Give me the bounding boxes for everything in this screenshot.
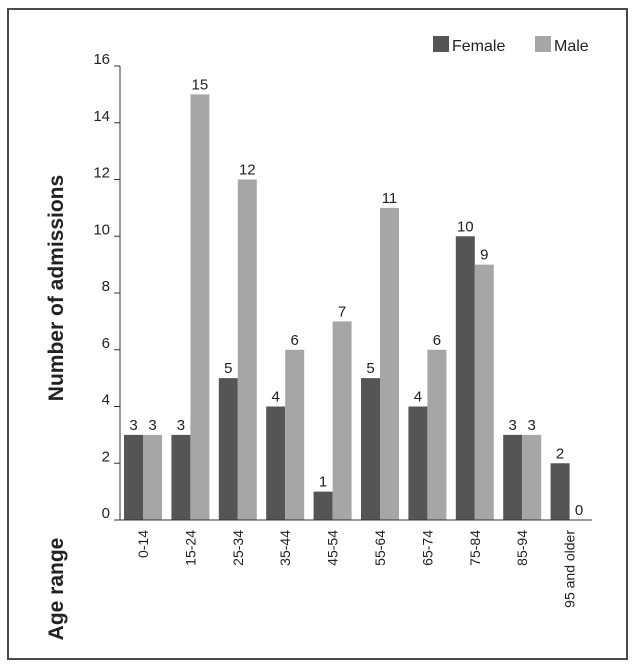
- data-label-male: 6: [291, 332, 299, 349]
- x-tick-label: 75-84: [467, 530, 483, 566]
- x-tick-label: 45-54: [325, 530, 341, 566]
- bar-male: [474, 264, 494, 520]
- data-label-female: 4: [272, 389, 280, 406]
- bar-female: [124, 434, 143, 520]
- data-label-male: 9: [480, 247, 488, 264]
- y-tick-label: 2: [102, 448, 110, 465]
- y-tick-label: 6: [102, 335, 110, 352]
- bar-male: [143, 434, 162, 520]
- x-tick-label: 25-34: [230, 530, 246, 566]
- legend-swatch-male: [535, 36, 551, 52]
- bar-female: [266, 406, 286, 520]
- data-label-male: 7: [338, 303, 346, 320]
- data-label-female: 10: [457, 218, 474, 235]
- bar-female: [313, 491, 333, 520]
- data-label-female: 3: [177, 417, 185, 434]
- x-axis-title: Age range: [45, 538, 68, 641]
- x-tick-label: 15-24: [182, 530, 198, 566]
- chart-frame: [7, 8, 628, 660]
- x-tick-label: 0-14: [135, 530, 151, 558]
- data-label-female: 4: [414, 389, 422, 406]
- y-tick-label: 10: [93, 221, 110, 238]
- bar-male: [285, 349, 305, 520]
- bar-male: [237, 179, 257, 520]
- data-label-female: 2: [556, 445, 564, 462]
- y-tick-label: 12: [93, 165, 110, 182]
- data-label-female: 1: [319, 474, 327, 491]
- data-label-male: 11: [382, 190, 398, 207]
- bar-female: [503, 434, 523, 520]
- bar-male: [332, 321, 352, 520]
- x-tick-label: 35-44: [277, 530, 293, 566]
- legend: Female Male: [433, 36, 589, 55]
- x-tick-label: 85-94: [514, 530, 530, 566]
- y-axis: 0 2 4 6 8 10 12 14 16: [93, 51, 121, 522]
- data-label-male: 6: [433, 332, 441, 349]
- y-axis-title: Number of admissions: [45, 175, 68, 401]
- data-label-female: 3: [129, 417, 137, 434]
- bar-female: [218, 378, 238, 520]
- legend-swatch-female: [433, 36, 449, 52]
- bar-female: [171, 434, 191, 520]
- legend-label-male: Male: [554, 38, 589, 55]
- bar-female: [550, 463, 570, 520]
- bar-male: [427, 349, 447, 520]
- bar-male: [190, 94, 210, 520]
- data-label-male: 3: [148, 417, 156, 434]
- data-label-male: 15: [192, 76, 209, 93]
- data-label-female: 5: [366, 360, 374, 377]
- x-tick-label: 55-64: [372, 530, 388, 566]
- bar-female: [361, 378, 380, 520]
- data-label-male: 12: [239, 162, 256, 179]
- data-label-female: 3: [509, 417, 517, 434]
- data-label-male: 0: [575, 502, 583, 519]
- y-tick-label: 14: [93, 108, 110, 125]
- legend-label-female: Female: [452, 38, 505, 55]
- bar-female: [455, 236, 475, 520]
- x-tick-label: 65-74: [419, 530, 435, 566]
- bar-male: [380, 207, 399, 520]
- data-label-female: 5: [224, 360, 232, 377]
- y-tick-label: 4: [102, 392, 110, 409]
- x-axis: 0-14 15-24 25-34 35-44 45-54 55-64 65-74 75-84 8…: [120, 519, 592, 608]
- bar-female: [408, 406, 428, 520]
- x-tick-label: 95 and older: [562, 530, 578, 608]
- data-label-male: 3: [528, 417, 536, 434]
- y-tick-label: 8: [102, 278, 110, 295]
- y-tick-label: 16: [93, 51, 110, 68]
- bar-male: [522, 434, 542, 520]
- y-tick-label: 0: [102, 505, 110, 522]
